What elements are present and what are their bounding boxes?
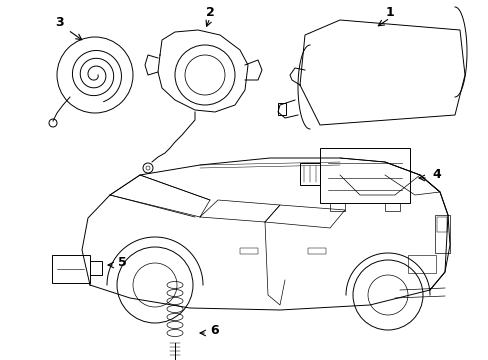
Text: 4: 4 <box>431 168 440 181</box>
Bar <box>307 248 325 254</box>
Text: 6: 6 <box>209 324 218 337</box>
Bar <box>278 103 285 115</box>
Text: 3: 3 <box>56 15 64 28</box>
Bar <box>436 217 446 232</box>
Text: 5: 5 <box>118 256 126 269</box>
Bar <box>407 255 435 273</box>
Text: 2: 2 <box>205 5 214 18</box>
Bar <box>240 248 258 254</box>
Text: 1: 1 <box>385 5 393 18</box>
Bar <box>319 148 409 203</box>
Bar <box>434 215 449 253</box>
Bar <box>299 163 319 185</box>
Bar <box>329 203 345 211</box>
Bar <box>90 261 102 275</box>
Bar <box>384 203 399 211</box>
Bar <box>52 255 90 283</box>
